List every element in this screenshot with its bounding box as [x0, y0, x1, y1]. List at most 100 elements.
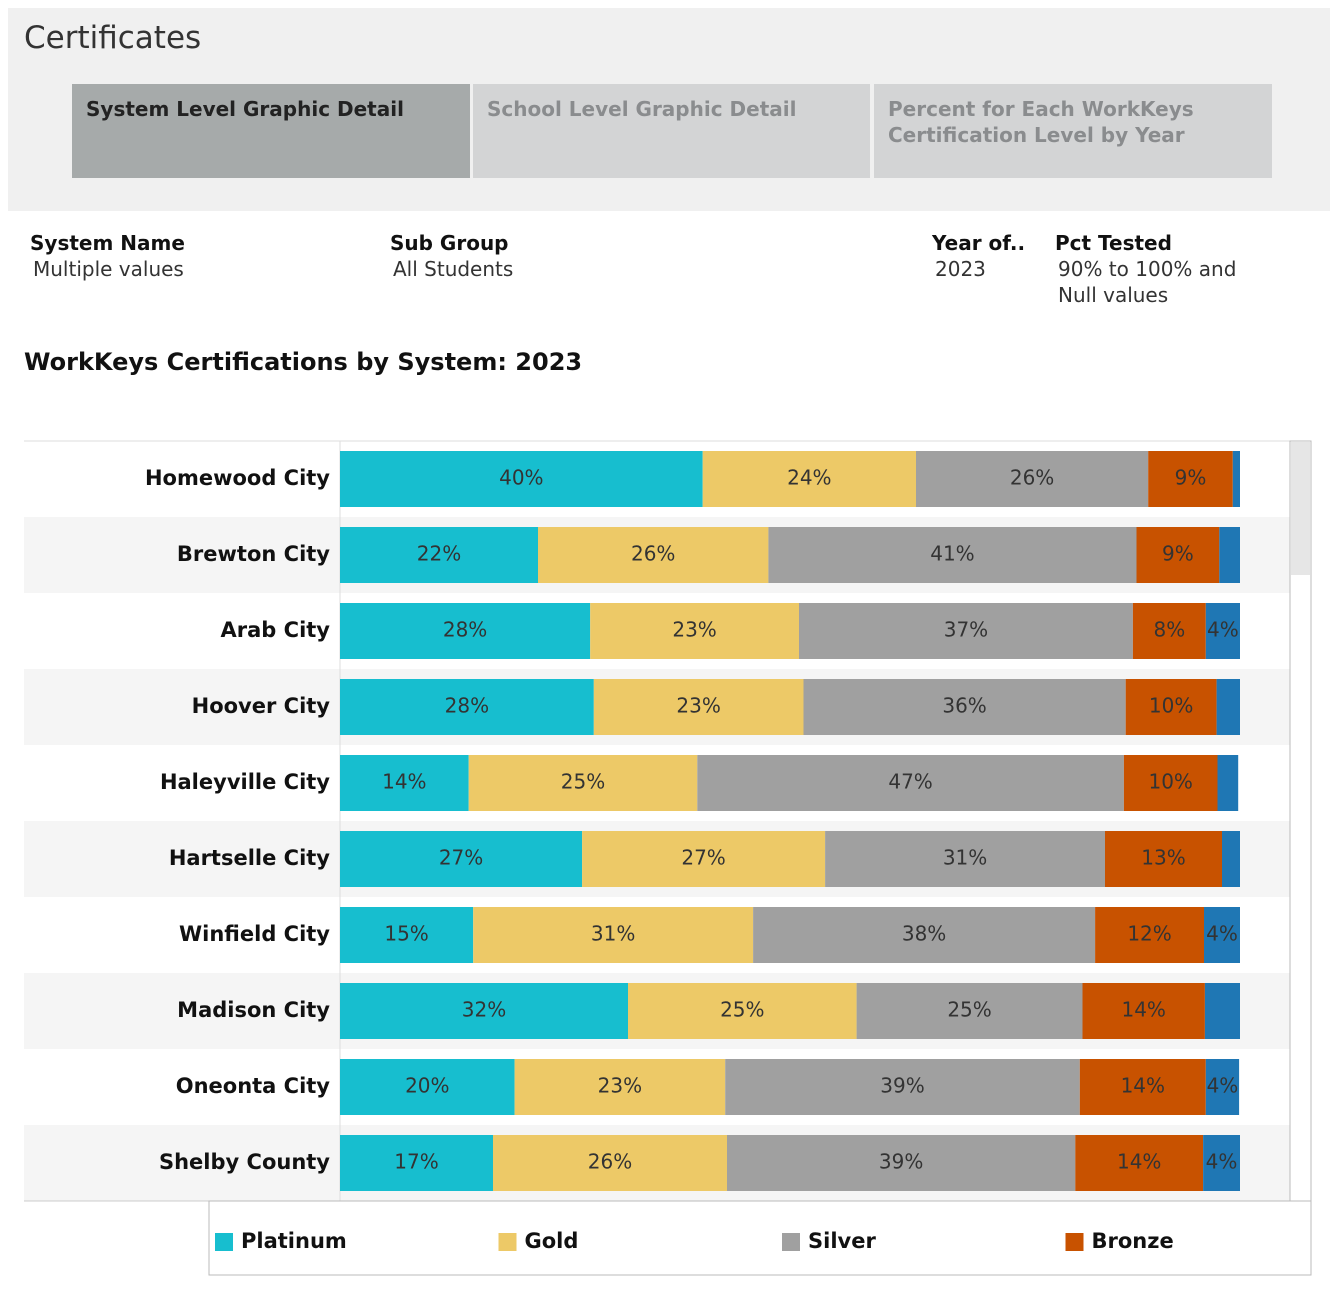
data-label: 40%: [499, 466, 543, 490]
bar-segment: [702, 451, 916, 507]
y-tick-label: Arab City: [221, 618, 331, 642]
data-label: 14%: [1117, 1150, 1161, 1174]
bar-segment: [1204, 983, 1240, 1039]
data-label: 8%: [1153, 618, 1185, 642]
filter: Pct Tested 90% to 100% and Null values: [1055, 230, 1245, 308]
bar-segment: [1205, 603, 1240, 659]
filter-value: 2023: [935, 257, 986, 281]
bar-segment: [1205, 1059, 1240, 1115]
bar-segment: [1217, 755, 1239, 811]
bar-segment: [1125, 679, 1217, 735]
data-label: 38%: [902, 922, 946, 946]
scrollbar-thumb: [1291, 442, 1310, 575]
filter: System Name Multiple values: [30, 230, 360, 282]
bar-segment: [340, 755, 469, 811]
data-label: 37%: [944, 618, 988, 642]
data-label: 31%: [591, 922, 635, 946]
bar-segment: [468, 755, 698, 811]
data-label: 23%: [672, 618, 716, 642]
filter: Year of.. 2023: [932, 230, 1047, 282]
page-title: Certificates: [24, 20, 202, 56]
legend-swatch: [1065, 1233, 1084, 1251]
bar-segment: [1132, 603, 1206, 659]
y-tick-label: Oneonta City: [176, 1074, 331, 1098]
legend-swatch: [215, 1233, 233, 1251]
tab[interactable]: System Level Graphic Detail: [72, 84, 470, 178]
bar-segment: [1203, 1135, 1240, 1191]
data-label: 14%: [1121, 998, 1165, 1022]
tab[interactable]: Percent for Each WorkKeys Certification …: [874, 84, 1272, 178]
y-tick-label: Hoover City: [192, 694, 331, 718]
data-label: 39%: [880, 1074, 924, 1098]
data-label: 24%: [787, 466, 831, 490]
legend-label: Bronze: [1092, 1229, 1174, 1253]
y-tick-label: Shelby County: [159, 1150, 330, 1174]
bar-segment: [1204, 907, 1240, 963]
y-tick-label: Madison City: [177, 998, 330, 1022]
filter-label: Pct Tested: [1055, 231, 1172, 255]
bar-segment: [1105, 831, 1222, 887]
data-label: 20%: [405, 1074, 449, 1098]
bar-segment: [856, 983, 1083, 1039]
legend-label: Platinum: [241, 1229, 347, 1253]
data-label: 17%: [394, 1150, 438, 1174]
legend-swatch: [782, 1233, 800, 1251]
bar-segment: [473, 907, 754, 963]
bar-segment: [1232, 451, 1240, 507]
bar-segment: [340, 907, 474, 963]
filter-value: All Students: [393, 257, 514, 281]
bar-segment: [1095, 907, 1204, 963]
tab[interactable]: School Level Graphic Detail: [473, 84, 870, 178]
bar-segment: [514, 1059, 726, 1115]
data-label: 13%: [1141, 846, 1185, 870]
data-label: 25%: [720, 998, 764, 1022]
bar-segment: [1222, 831, 1240, 887]
data-label: 25%: [561, 770, 605, 794]
legend-label: Gold: [525, 1229, 579, 1253]
data-label: 4%: [1206, 922, 1238, 946]
data-label: 25%: [947, 998, 991, 1022]
y-tick-label: Hartselle City: [169, 846, 330, 870]
data-label: 47%: [888, 770, 932, 794]
filter: Sub Group All Students: [390, 230, 720, 282]
bar-segment: [340, 527, 538, 583]
filter-label: System Name: [30, 231, 185, 255]
data-label: 10%: [1148, 770, 1192, 794]
bar-segment: [628, 983, 857, 1039]
data-label: 23%: [676, 694, 720, 718]
data-label: 22%: [417, 542, 461, 566]
y-tick-label: Winfield City: [179, 922, 330, 946]
bar-segment: [582, 831, 826, 887]
bar-segment: [727, 1135, 1076, 1191]
filter-value: Multiple values: [33, 257, 184, 281]
data-label: 31%: [943, 846, 987, 870]
y-tick-label: Homewood City: [145, 466, 330, 490]
data-label: 36%: [942, 694, 986, 718]
data-label: 27%: [439, 846, 483, 870]
bar-segment: [725, 1059, 1080, 1115]
data-label: 26%: [1010, 466, 1054, 490]
bar-segment: [1148, 451, 1233, 507]
data-label: 39%: [879, 1150, 923, 1174]
bar-segment: [340, 1059, 515, 1115]
data-label: 32%: [462, 998, 506, 1022]
data-label: 27%: [681, 846, 725, 870]
filter-label: Sub Group: [390, 231, 509, 255]
data-label: 4%: [1207, 1074, 1239, 1098]
bar-segment: [1136, 527, 1220, 583]
bar-segment: [340, 451, 703, 507]
data-label: 23%: [598, 1074, 642, 1098]
data-label: 14%: [1121, 1074, 1165, 1098]
bar-segment: [1082, 983, 1205, 1039]
data-label: 15%: [384, 922, 428, 946]
bar-segment: [1075, 1135, 1204, 1191]
data-label: 4%: [1207, 618, 1239, 642]
data-label: 28%: [445, 694, 489, 718]
legend-swatch: [498, 1233, 517, 1251]
data-label: 14%: [382, 770, 426, 794]
bar-segment: [340, 603, 591, 659]
data-label: 41%: [930, 542, 974, 566]
data-label: 4%: [1206, 1150, 1238, 1174]
